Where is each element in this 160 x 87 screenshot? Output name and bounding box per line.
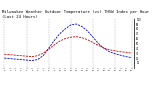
Text: Milwaukee Weather Outdoor Temperature (vs) THSW Index per Hour (Last 24 Hours): Milwaukee Weather Outdoor Temperature (v… xyxy=(2,10,149,19)
